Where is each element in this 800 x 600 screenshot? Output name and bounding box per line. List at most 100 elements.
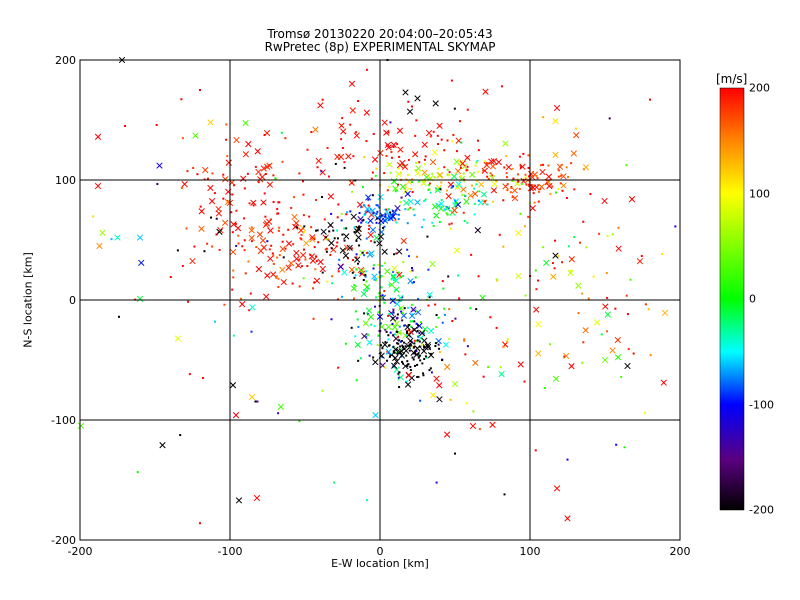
data-point-dot (498, 233, 501, 236)
data-point-cross (552, 375, 560, 382)
data-point-cross (381, 248, 388, 255)
data-point-dot (614, 307, 617, 310)
data-point-dot (458, 120, 461, 123)
data-point-dot (393, 333, 396, 336)
data-point-cross (480, 191, 488, 198)
data-point-cross (391, 324, 398, 331)
data-point-dot (505, 172, 508, 175)
data-point-cross (319, 265, 326, 273)
data-point-dot (243, 249, 246, 252)
data-point-dot (320, 170, 323, 173)
data-point-dot (427, 268, 430, 271)
data-point-dot (413, 339, 416, 342)
data-point-cross (198, 225, 205, 232)
data-point-dot (473, 213, 476, 216)
data-point-dot (366, 210, 369, 213)
data-point-dot (407, 255, 410, 258)
data-point-dot (519, 212, 522, 215)
data-point-dot (640, 255, 643, 258)
data-point-cross (455, 181, 462, 188)
data-point-dot (563, 355, 566, 358)
data-point-dot (482, 375, 485, 378)
data-point-cross (564, 515, 571, 522)
data-point-cross (414, 95, 421, 102)
data-point-cross (136, 295, 144, 302)
data-point-dot (364, 270, 367, 273)
x-axis-label: E-W location [km] (331, 557, 429, 570)
data-point-cross (628, 196, 636, 203)
data-point-dot (232, 276, 235, 279)
data-point-cross (208, 198, 216, 205)
data-point-dot (292, 243, 295, 246)
data-point-cross (255, 265, 263, 273)
data-point-dot (592, 275, 595, 278)
data-point-dot (441, 321, 444, 324)
data-point-dot (389, 121, 392, 124)
data-point-dot (302, 214, 305, 217)
data-point-dot (367, 198, 370, 201)
data-point-dot (439, 188, 442, 191)
data-point-dot (452, 133, 455, 136)
data-point-dot (375, 167, 378, 170)
data-point-dot (560, 164, 563, 167)
data-point-cross (495, 158, 502, 166)
data-point-dot (384, 213, 387, 216)
data-point-dot (410, 180, 413, 183)
data-point-dot (535, 288, 538, 291)
data-point-dot (277, 285, 280, 288)
data-point-dot (450, 79, 453, 82)
data-point-cross (570, 150, 578, 157)
data-point-dot (629, 278, 632, 281)
x-tick-label: 100 (520, 545, 541, 558)
data-point-dot (362, 218, 365, 221)
colorbar-tick-label: 0 (749, 292, 756, 306)
data-point-cross (320, 228, 327, 235)
data-point-dot (302, 248, 305, 251)
data-point-cross (582, 327, 589, 334)
data-point-dot (365, 289, 368, 292)
data-point-dot (203, 178, 206, 181)
data-point-cross (248, 234, 255, 242)
data-point-dot (502, 345, 505, 348)
data-point-dot (372, 264, 375, 267)
data-point-cross (346, 244, 353, 252)
data-point-dot (410, 344, 413, 347)
data-point-cross (364, 283, 371, 291)
data-point-dot (277, 412, 280, 415)
colorbar-tick-label: 100 (749, 187, 770, 200)
data-point-dot (292, 196, 295, 199)
data-point-dot (414, 350, 417, 353)
data-point-dot (537, 279, 540, 282)
data-point-cross (136, 234, 144, 241)
data-point-dot (336, 216, 339, 219)
data-point-dot (376, 217, 379, 220)
data-point-cross (328, 239, 335, 247)
data-point-dot (511, 179, 514, 182)
data-point-dot (284, 137, 287, 140)
data-point-dot (277, 201, 280, 204)
data-point-cross (386, 161, 393, 168)
data-point-dot (440, 199, 443, 202)
data-point-cross (427, 352, 435, 359)
data-point-cross (392, 185, 399, 192)
data-point-dot (337, 366, 340, 369)
data-point-dot (370, 177, 373, 180)
data-point-cross (383, 129, 390, 136)
data-point-dot (565, 197, 568, 200)
data-point-cross (573, 132, 580, 139)
data-point-cross (529, 184, 537, 191)
data-point-dot (445, 212, 448, 215)
data-point-cross (363, 109, 370, 116)
data-point-dot (272, 174, 275, 177)
data-point-dot (448, 338, 451, 341)
data-point-dot (232, 269, 235, 272)
data-point-cross (400, 237, 407, 245)
data-point-dot (246, 172, 249, 175)
y-tick-label: 0 (69, 294, 76, 307)
data-point-dot (372, 267, 375, 270)
data-point-dot (643, 411, 646, 414)
data-point-dot (315, 199, 318, 202)
data-point-cross (502, 140, 509, 147)
data-point-dot (310, 226, 313, 229)
data-point-cross (348, 80, 356, 87)
